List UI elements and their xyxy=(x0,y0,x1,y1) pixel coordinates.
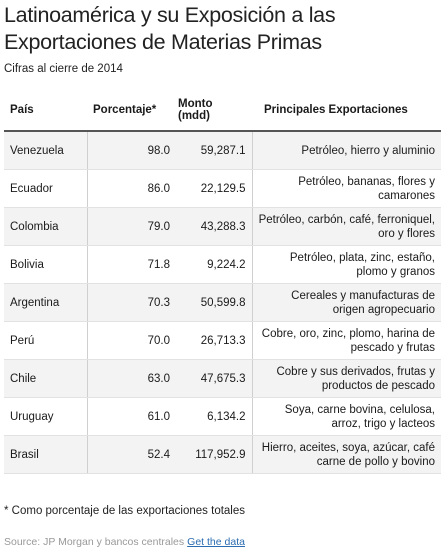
cell-exportaciones: Petróleo, plata, zinc, estaño, plomo y g… xyxy=(252,245,441,284)
cell-monto: 9,224.2 xyxy=(176,245,253,284)
cell-pais: Ecuador xyxy=(4,169,88,208)
cell-porcentaje: 70.0 xyxy=(87,321,176,360)
cell-pais: Brasil xyxy=(4,435,88,474)
chart-title: Latinoamérica y su Exposición a las Expo… xyxy=(4,3,336,54)
cell-monto: 59,287.1 xyxy=(176,131,253,170)
cell-pais: Perú xyxy=(4,321,88,360)
cell-porcentaje: 79.0 xyxy=(87,207,176,246)
source-line: Source: JP Morgan y bancos centrales Get … xyxy=(4,536,245,548)
cell-exportaciones: Cobre, oro, zinc, plomo, harina de pesca… xyxy=(252,321,441,360)
cell-monto: 47,675.3 xyxy=(176,359,253,398)
cell-exportaciones: Petróleo, hierro y aluminio xyxy=(252,131,441,170)
cell-exportaciones: Petróleo, carbón, café, ferroniquel, oro… xyxy=(252,207,441,246)
source-text: Source: JP Morgan y bancos centrales xyxy=(4,536,185,548)
table-row: Ecuador 86.0 22,129.5 Petróleo, bananas, fl… xyxy=(4,169,441,208)
cell-monto: 22,129.5 xyxy=(176,169,253,208)
cell-monto: 50,599.8 xyxy=(176,283,253,322)
cell-monto: 43,288.3 xyxy=(176,207,253,246)
table-row: Perú 70.0 26,713.3 Cobre, oro, zinc, plomo,… xyxy=(4,321,441,360)
cell-monto: 26,713.3 xyxy=(176,321,253,360)
table-row: Bolivia 71.8 9,224.2 Petróleo, plata, zinc,… xyxy=(4,245,441,284)
cell-pais: Venezuela xyxy=(4,131,88,170)
cell-pais: Uruguay xyxy=(4,397,88,436)
cell-porcentaje: 98.0 xyxy=(87,131,176,170)
cell-porcentaje: 70.3 xyxy=(87,283,176,322)
get-the-data-link[interactable]: Get the data xyxy=(187,536,245,548)
column-header-exportaciones: Principales Exportaciones xyxy=(252,90,441,132)
cell-monto: 6,134.2 xyxy=(176,397,253,436)
table-row: Uruguay 61.0 6,134.2 Soya, carne bovina, ce… xyxy=(4,397,441,436)
column-header-pais: País xyxy=(4,90,87,132)
cell-monto: 117,952.9 xyxy=(176,435,253,474)
cell-porcentaje: 86.0 xyxy=(87,169,176,208)
cell-pais: Argentina xyxy=(4,283,88,322)
table-row: Brasil 52.4 117,952.9 Hierro, aceites, soya… xyxy=(4,435,441,474)
cell-exportaciones: Cobre y sus derivados, frutas y producto… xyxy=(252,359,441,398)
cell-exportaciones: Soya, carne bovina, celulosa, arroz, tri… xyxy=(252,397,441,436)
exports-table: País Porcentaje* Monto (mdd) Principales… xyxy=(4,90,441,474)
column-header-monto: Monto (mdd) xyxy=(176,90,252,132)
chart-subtitle: Cifras al cierre de 2014 xyxy=(4,63,123,75)
cell-porcentaje: 63.0 xyxy=(87,359,176,398)
cell-pais: Bolivia xyxy=(4,245,88,284)
footnote: * Como porcentaje de las exportaciones t… xyxy=(4,505,246,517)
cell-exportaciones: Cereales y manufacturas de origen agrope… xyxy=(252,283,441,322)
table-header-row: País Porcentaje* Monto (mdd) Principales… xyxy=(4,90,441,132)
cell-exportaciones: Petróleo, bananas, flores y camarones xyxy=(252,169,441,208)
cell-pais: Colombia xyxy=(4,207,88,246)
cell-porcentaje: 61.0 xyxy=(87,397,176,436)
table-row: Colombia 79.0 43,288.3 Petróleo, carbón, ca… xyxy=(4,207,441,246)
table-row: Chile 63.0 47,675.3 Cobre y sus derivados, … xyxy=(4,359,441,398)
table-body: Venezuela 98.0 59,287.1 Petróleo, hierro y … xyxy=(4,131,441,474)
cell-porcentaje: 71.8 xyxy=(87,245,176,284)
table-row: Argentina 70.3 50,599.8 Cereales y manufact… xyxy=(4,283,441,322)
table-row: Venezuela 98.0 59,287.1 Petróleo, hierro y … xyxy=(4,131,441,170)
cell-exportaciones: Hierro, aceites, soya, azúcar, café carn… xyxy=(252,435,441,474)
cell-porcentaje: 52.4 xyxy=(87,435,176,474)
column-header-porcentaje: Porcentaje* xyxy=(87,90,176,132)
cell-pais: Chile xyxy=(4,359,88,398)
